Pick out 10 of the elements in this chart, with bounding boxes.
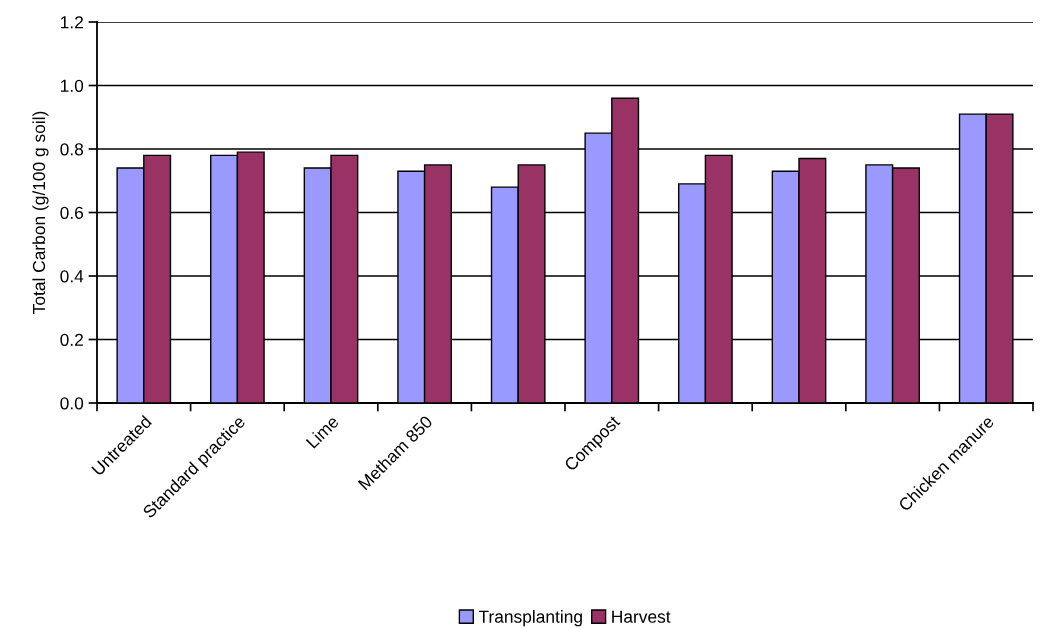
y-tick-label: 1.2 xyxy=(61,16,83,29)
legend-label: Harvest xyxy=(612,610,671,623)
y-tick-label: 0.8 xyxy=(60,143,84,156)
legend-label: Transplanting xyxy=(478,610,582,627)
y-axis-title: Total Carbon (g/100 g soil) xyxy=(32,111,49,314)
y-tick-label: 0.4 xyxy=(60,270,84,283)
y-tick-label: 0.0 xyxy=(60,397,84,410)
y-tick-label: 0.6 xyxy=(60,206,84,219)
y-tick-label: 1.0 xyxy=(61,79,84,92)
y-tick-label: 0.2 xyxy=(60,333,83,346)
